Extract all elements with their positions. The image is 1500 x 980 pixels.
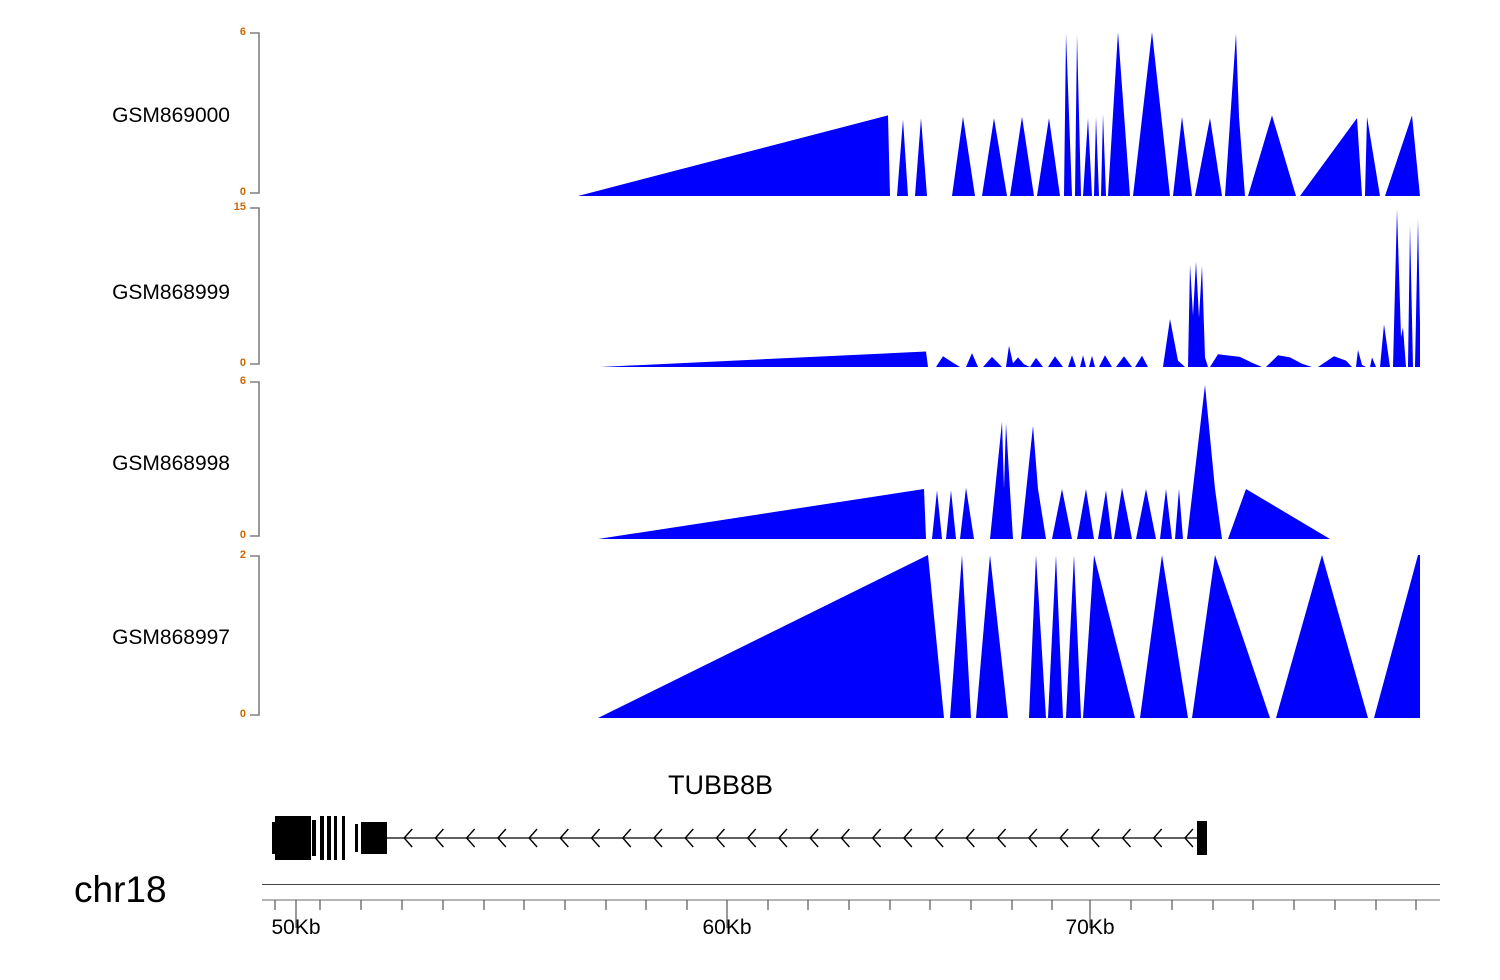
strand-arrow xyxy=(871,828,882,848)
ruler-top-rule xyxy=(262,884,1440,886)
track-4-axis-bracket xyxy=(250,555,260,716)
strand-arrow xyxy=(1059,828,1069,848)
strand-arrow xyxy=(902,828,913,848)
ruler-tick-label: 50Kb xyxy=(271,916,321,939)
track-2-axis-bracket xyxy=(250,207,260,365)
strand-arrow xyxy=(496,828,507,848)
genome-ruler xyxy=(262,899,1440,928)
gene-name-label: TUBB8B xyxy=(668,770,774,800)
track-label-gsm868997: GSM868997 xyxy=(112,626,230,649)
track-3-ymax-label: 6 xyxy=(239,375,246,387)
strand-arrow xyxy=(746,828,757,848)
coverage-track-gsm869000 xyxy=(578,32,1420,196)
track-2-ymin-label: 0 xyxy=(239,357,246,369)
strand-arrow xyxy=(965,828,975,848)
strand-arrow xyxy=(778,828,788,848)
strand-arrow xyxy=(1152,828,1163,848)
exon-block xyxy=(312,820,316,856)
exon-block xyxy=(327,816,331,860)
track-label-gsm869000: GSM869000 xyxy=(112,104,230,127)
strand-arrow xyxy=(653,828,663,848)
track-1-ymax-label: 6 xyxy=(239,26,246,38)
exon-block xyxy=(361,822,387,854)
exon-block xyxy=(355,824,358,852)
strand-arrow xyxy=(715,828,726,848)
coverage-area xyxy=(578,32,1420,196)
track-2-ymax-label: 15 xyxy=(233,201,246,213)
strand-arrow xyxy=(528,828,538,848)
strand-arrow xyxy=(809,828,819,848)
gene-model-track xyxy=(272,816,1207,860)
exon-block xyxy=(334,816,337,860)
exon-block xyxy=(342,816,345,860)
strand-arrow xyxy=(934,828,944,848)
coverage-track-gsm868998 xyxy=(598,385,1420,539)
track-1-axis-bracket xyxy=(250,32,260,194)
strand-arrow xyxy=(403,828,413,848)
exon-block xyxy=(1197,821,1207,855)
coverage-track-gsm868999 xyxy=(600,209,1420,367)
strand-arrow xyxy=(1027,828,1038,848)
strand-arrow xyxy=(840,828,850,848)
strand-arrow xyxy=(621,828,632,848)
ruler-tick-label: 70Kb xyxy=(1065,916,1115,939)
track-4-ymax-label: 2 xyxy=(239,549,246,561)
strand-arrow xyxy=(434,828,444,848)
strand-arrow xyxy=(684,828,694,848)
strand-arrow xyxy=(590,828,601,848)
strand-arrow xyxy=(1090,828,1100,848)
coverage-area xyxy=(598,385,1420,539)
chromosome-label: chr18 xyxy=(74,869,167,910)
strand-arrow xyxy=(559,828,569,848)
track-1-ymin-label: 0 xyxy=(239,186,246,198)
track-4-ymin-label: 0 xyxy=(239,708,246,720)
coverage-area xyxy=(598,555,1420,718)
track-label-gsm868999: GSM868999 xyxy=(112,281,230,304)
coverage-area xyxy=(600,209,1420,367)
strand-arrow xyxy=(1184,828,1194,848)
strand-arrow xyxy=(1121,828,1132,848)
track-3-axis-bracket xyxy=(250,381,260,537)
strand-arrow xyxy=(996,828,1007,848)
exon-block xyxy=(275,816,311,860)
ruler-tick-label: 60Kb xyxy=(702,916,752,939)
strand-arrow xyxy=(465,828,476,848)
track-3-ymin-label: 0 xyxy=(239,529,246,541)
track-label-gsm868998: GSM868998 xyxy=(112,452,230,475)
coverage-track-gsm868997 xyxy=(598,555,1420,718)
exon-block xyxy=(320,816,324,860)
